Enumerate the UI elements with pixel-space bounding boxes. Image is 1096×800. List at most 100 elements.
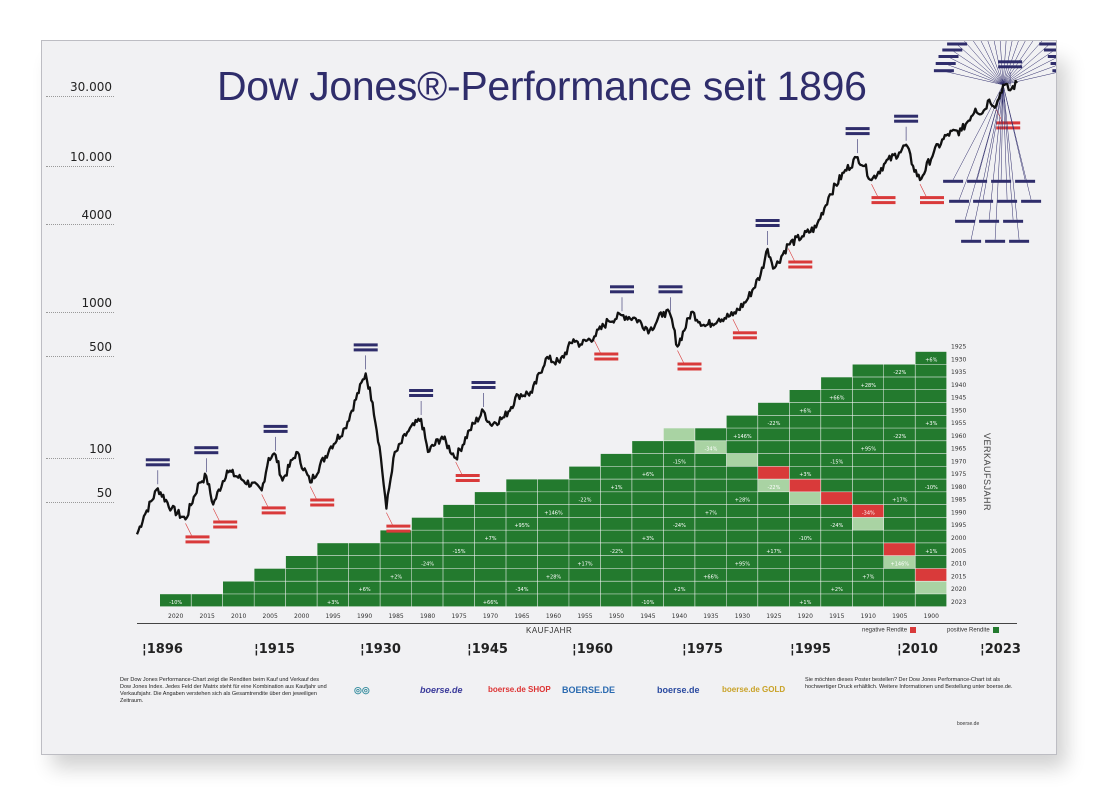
matrix-cell xyxy=(852,581,884,594)
matrix-cell xyxy=(285,581,317,594)
x-tick-label: ¦1915 xyxy=(254,642,295,657)
low-label xyxy=(920,201,944,205)
matrix-sale-year: 1975 xyxy=(951,471,966,478)
matrix-cell xyxy=(789,556,821,569)
matrix-cell xyxy=(695,492,727,505)
fan-label-down xyxy=(961,239,982,243)
matrix-cell xyxy=(443,530,475,543)
fan-label-down xyxy=(967,179,988,183)
low-label xyxy=(732,336,757,340)
high-label xyxy=(894,114,919,118)
matrix-sale-year: 1965 xyxy=(951,446,966,453)
matrix-cell xyxy=(915,530,947,543)
fan-leader xyxy=(1002,41,1019,85)
matrix-cell xyxy=(632,466,664,479)
matrix-cell-value: -22% xyxy=(767,485,780,491)
matrix-cell xyxy=(695,453,727,467)
matrix-cell-value: +17% xyxy=(577,562,593,568)
low-leader xyxy=(871,183,878,197)
high-label xyxy=(845,127,870,131)
matrix-cell xyxy=(884,556,915,569)
matrix-cell xyxy=(852,517,884,530)
matrix-cell xyxy=(852,402,884,415)
matrix-purchase-year: 1970 xyxy=(483,613,498,620)
high-label xyxy=(998,60,1023,64)
matrix-cell xyxy=(695,568,727,581)
matrix-cell-value: -15% xyxy=(830,459,843,465)
fan-label-down xyxy=(985,239,1006,243)
matrix-cell xyxy=(663,428,695,441)
matrix-cell xyxy=(884,594,915,607)
matrix-cell xyxy=(317,581,349,594)
matrix-cell xyxy=(537,568,569,581)
matrix-cell xyxy=(317,556,349,569)
matrix-cell xyxy=(600,568,632,581)
matrix-cell-value: +28% xyxy=(546,574,562,580)
fan-leader-down xyxy=(952,84,1004,180)
low-label xyxy=(213,520,238,524)
fan-leader xyxy=(963,41,1004,85)
matrix-cell xyxy=(632,543,664,556)
high-label xyxy=(263,429,288,433)
matrix-cell xyxy=(600,556,632,569)
matrix-cell xyxy=(600,594,632,607)
matrix-cell xyxy=(884,377,915,390)
low-label xyxy=(386,524,411,528)
matrix-cell xyxy=(632,441,664,454)
low-leader xyxy=(261,494,268,507)
matrix-cell xyxy=(600,530,632,543)
matrix-cell xyxy=(758,428,789,441)
matrix-cell xyxy=(758,581,789,594)
matrix-cell xyxy=(695,504,727,518)
matrix-cell xyxy=(758,556,789,569)
extreme-annotations xyxy=(145,41,1056,544)
matrix-cell xyxy=(884,364,915,377)
high-label xyxy=(845,132,870,136)
matrix-cell xyxy=(758,594,789,607)
matrix-cell xyxy=(884,517,915,530)
matrix-cell xyxy=(821,415,852,428)
matrix-cell xyxy=(758,479,789,492)
fan-leader-down xyxy=(1002,84,1014,220)
fan-label-down xyxy=(1003,219,1024,223)
y-tick-label: 100 xyxy=(89,442,112,456)
matrix-cell xyxy=(852,543,884,556)
matrix-cell-value: +7% xyxy=(705,511,717,517)
matrix-cell-value: +146% xyxy=(733,434,752,440)
matrix-cell xyxy=(789,543,821,556)
matrix-cell xyxy=(884,453,915,467)
matrix-cell xyxy=(632,530,664,543)
high-label xyxy=(471,386,496,389)
matrix-cell-value: +1% xyxy=(925,549,937,555)
matrix-cell xyxy=(411,556,443,569)
matrix-cell-value: +17% xyxy=(766,549,782,555)
high-label xyxy=(755,219,780,222)
matrix-cell xyxy=(506,517,538,530)
matrix-cell xyxy=(537,504,569,518)
matrix-cell-value: +3% xyxy=(925,421,937,427)
matrix-sale-year: 1930 xyxy=(951,356,966,363)
low-label xyxy=(788,265,813,269)
y-tick-line xyxy=(46,458,114,459)
matrix-cell-value: +6% xyxy=(799,408,811,414)
matrix-cell xyxy=(915,594,947,607)
matrix-cell xyxy=(663,543,695,556)
matrix-cell-value: -22% xyxy=(893,370,906,376)
matrix-cell xyxy=(915,504,947,518)
matrix-cell xyxy=(821,479,852,492)
low-label xyxy=(920,196,944,200)
fan-label-down xyxy=(1021,199,1042,203)
matrix-cell xyxy=(537,556,569,569)
matrix-cell xyxy=(506,543,538,556)
fan-leader xyxy=(952,50,1004,86)
matrix-cell xyxy=(821,556,852,569)
matrix-cell xyxy=(537,479,569,492)
matrix-cell xyxy=(223,581,254,594)
matrix-purchase-year: 1900 xyxy=(924,613,939,620)
y-tick-label: 50 xyxy=(96,485,112,500)
matrix-cell-value: +3% xyxy=(642,536,654,542)
matrix-cell xyxy=(474,492,506,505)
fan-label xyxy=(938,55,959,58)
low-label xyxy=(386,529,411,533)
matrix-cell xyxy=(758,453,789,467)
